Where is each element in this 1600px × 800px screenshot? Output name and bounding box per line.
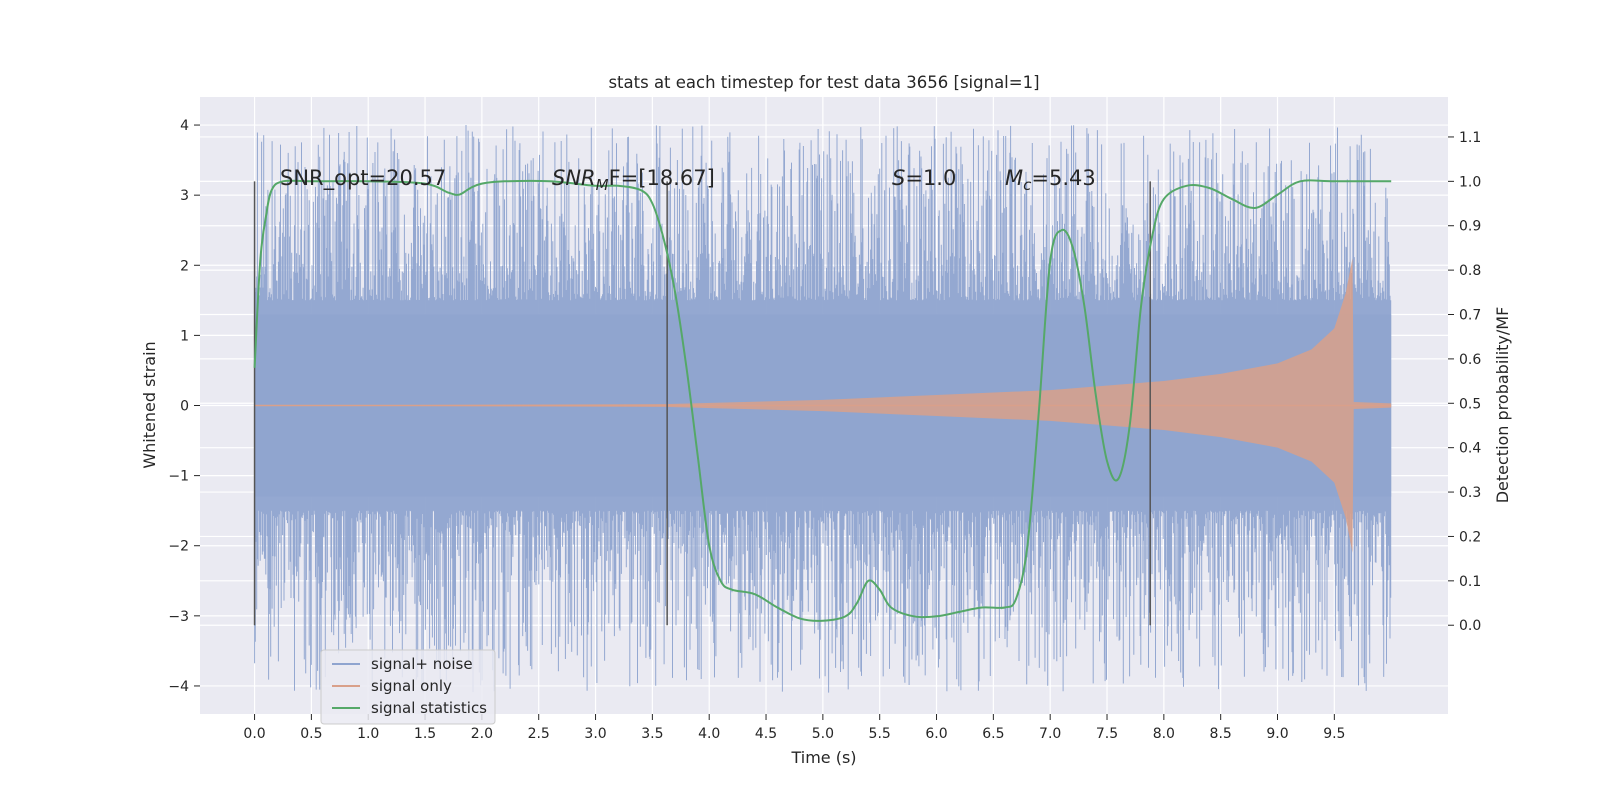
x-tick-label: 6.5 (982, 726, 1004, 742)
x-tick-label: 5.5 (869, 726, 891, 742)
y-right-tick-label: 0.3 (1459, 485, 1481, 501)
legend-box (320, 649, 496, 725)
annotation-s-rest: =1.0 (905, 166, 956, 190)
x-tick-label: 9.0 (1266, 726, 1288, 742)
y-right-tick-label: 0.6 (1459, 352, 1481, 368)
y-axis-ticks-left: 4 3 2 1 0 −1 −2 −3 −4 (168, 118, 200, 695)
y-tick-label: −4 (168, 679, 189, 695)
annotation-mc-main: M (1005, 166, 1023, 190)
y-tick-label: −1 (168, 469, 189, 485)
annotation-snr-opt: SNR_opt=20.57 (280, 166, 446, 191)
x-tick-label: 4.5 (755, 726, 777, 742)
y-right-tick-label: 1.0 (1459, 174, 1481, 190)
y-tick-label: 2 (180, 258, 189, 274)
annotation-snr-mf-main: SNR (552, 166, 596, 190)
x-tick-label: 0.5 (300, 726, 322, 742)
legend-label-signal-statistics: signal statistics (371, 699, 487, 717)
y-right-tick-label: 0.2 (1459, 529, 1481, 545)
y-right-tick-label: 0.1 (1459, 574, 1481, 590)
annotation-snr-mf-rest: F=[18.67] (609, 166, 715, 190)
legend: signal+ noise signal only signal statist… (320, 649, 496, 725)
y-right-tick-label: 0.9 (1459, 219, 1481, 235)
series-signal-only (254, 258, 1392, 553)
annotation-snr-mf: SNRMF=[18.67] (552, 166, 715, 194)
x-axis-ticks: 0.0 0.5 1.0 1.5 2.0 2.5 3.0 3.5 4.0 4.5 5.0 5.5 6.0 6… (243, 714, 1345, 742)
x-tick-label: 6.0 (925, 726, 947, 742)
annotation-mc-rest: =5.43 (1031, 166, 1095, 190)
y-tick-label: 3 (180, 188, 189, 204)
legend-label-signal-only: signal only (371, 677, 452, 695)
x-tick-label: 7.5 (1096, 726, 1118, 742)
y-tick-label: −3 (168, 609, 189, 625)
x-tick-label: 3.5 (641, 726, 663, 742)
annotation-s-italic: S (892, 166, 905, 190)
y-axis-label-right: Detection probability/MF (1493, 307, 1512, 504)
x-tick-label: 3.0 (584, 726, 606, 742)
y-tick-label: −2 (168, 539, 189, 555)
series-signal-statistics (253, 179, 1392, 622)
x-tick-label: 1.0 (357, 726, 379, 742)
annotation-mc-sub: c (1023, 176, 1032, 194)
x-tick-label: 8.5 (1210, 726, 1232, 742)
legend-label-signal-plus-noise: signal+ noise (371, 655, 473, 673)
y-tick-label: 0 (180, 399, 189, 415)
y-right-tick-label: 0.0 (1459, 618, 1481, 634)
y-tick-label: 4 (180, 118, 189, 134)
y-axis-label-left: Whitened strain (140, 341, 159, 468)
y-right-tick-label: 0.4 (1459, 441, 1481, 457)
annotation-mc: Mc=5.43 (1005, 166, 1096, 194)
y-right-tick-label: 1.1 (1459, 130, 1481, 146)
x-tick-label: 5.0 (812, 726, 834, 742)
x-tick-label: 9.5 (1323, 726, 1345, 742)
y-tick-label: 1 (180, 328, 189, 344)
y-right-tick-label: 0.7 (1459, 308, 1481, 324)
x-axis-label: Time (s) (790, 748, 856, 767)
x-tick-label: 7.0 (1039, 726, 1061, 742)
x-tick-label: 1.5 (414, 726, 436, 742)
chart-title: stats at each timestep for test data 365… (608, 73, 1039, 92)
x-tick-label: 4.0 (698, 726, 720, 742)
signal-statistics-line (253, 179, 1392, 622)
y-axis-ticks-right: 1.1 1.0 0.9 0.8 0.7 0.6 0.5 0.4 0.3 0.2 0.1 0.0 (1448, 130, 1481, 634)
annotation-s: S=1.0 (892, 166, 956, 190)
x-tick-label: 8.0 (1153, 726, 1175, 742)
x-tick-label: 0.0 (243, 726, 265, 742)
x-tick-label: 2.5 (528, 726, 550, 742)
y-right-tick-label: 0.8 (1459, 263, 1481, 279)
x-tick-label: 2.0 (471, 726, 493, 742)
y-right-tick-label: 0.5 (1459, 396, 1481, 412)
annotation-snr-mf-sub: M (596, 176, 609, 194)
